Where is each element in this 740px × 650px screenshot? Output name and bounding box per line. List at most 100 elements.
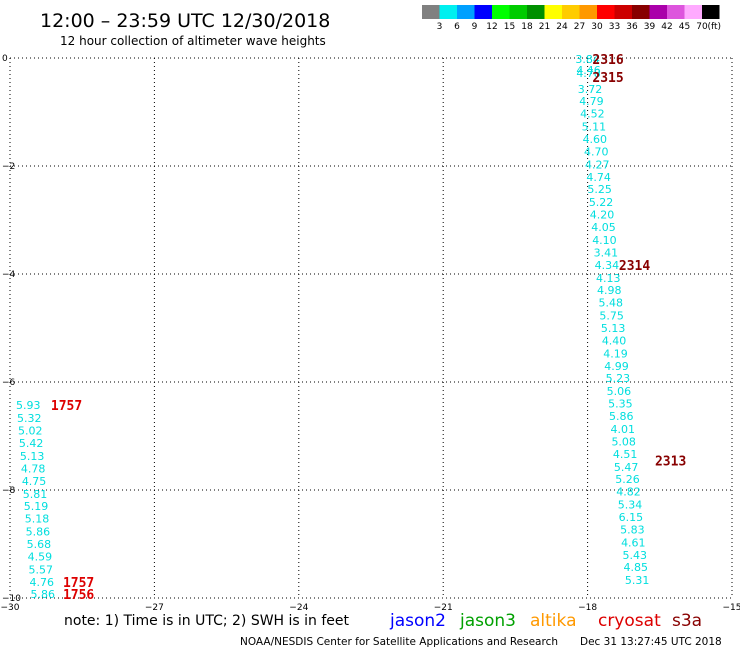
wave-height-label: 5.68: [27, 538, 52, 551]
wave-height-label: 5.19: [24, 500, 49, 513]
wave-height-label: 4.76: [30, 576, 55, 589]
wave-height-label: 4.19: [603, 347, 628, 360]
legend-label: 24: [556, 22, 568, 32]
wave-height-label: 5.32: [17, 412, 42, 425]
pass-time-label: 2315: [592, 71, 623, 86]
legend-swatch: [509, 5, 527, 19]
wave-height-label: 3.72: [578, 83, 603, 96]
wave-height-label: 4.74: [586, 171, 611, 184]
wave-height-label: 5.13: [601, 322, 626, 335]
legend-swatch: [597, 5, 615, 19]
wave-height-label: 5.13: [20, 450, 45, 463]
wave-height-label: 4.34: [595, 259, 620, 272]
wave-height-label: 5.42: [19, 437, 44, 450]
wave-height-label: 5.81: [23, 488, 48, 501]
legend-label: 21: [539, 22, 550, 32]
legend-label: 3: [437, 22, 443, 32]
legend-swatch: [579, 5, 597, 19]
wave-height-label: 4.46: [576, 64, 601, 77]
plot-grid: [9, 57, 733, 599]
wave-height-label: 5.25: [587, 183, 612, 196]
y-tick-label: −8: [2, 486, 16, 496]
y-tick-label: 0: [2, 54, 8, 64]
wave-height-values: 3.844.464.783.724.794.525.114.604.704.27…: [16, 53, 649, 601]
legend-swatch: [527, 5, 545, 19]
legend-swatch: [492, 5, 510, 19]
wave-height-label: 4.05: [591, 221, 616, 234]
legend-label: 15: [504, 22, 515, 32]
footer-credit: NOAA/NESDIS Center for Satellite Applica…: [240, 636, 558, 648]
wave-height-label: 5.02: [18, 425, 43, 438]
legend-label: 33: [609, 22, 620, 32]
pass-time-label: 2313: [655, 454, 686, 469]
wave-height-label: 4.60: [583, 133, 608, 146]
wave-height-label: 5.47: [614, 461, 639, 474]
wave-height-label: 4.98: [597, 284, 622, 297]
wave-height-label: 4.52: [580, 108, 605, 121]
legend-swatch: [667, 5, 685, 19]
wave-height-label: 4.70: [584, 145, 609, 158]
legend-swatch: [457, 5, 475, 19]
wave-height-label: 5.93: [16, 399, 41, 412]
legend-swatch: [562, 5, 580, 19]
pass-time-label: 1757: [51, 399, 82, 414]
legend-swatch: [474, 5, 492, 19]
pass-time-label: 2316: [592, 53, 623, 68]
axis-ticks: −30 −27 −24 −21 −18 −15 0 −2 −4 −6 −8 −10: [1, 54, 740, 613]
wave-height-label: 4.79: [579, 95, 604, 108]
wave-height-label: 3.41: [594, 246, 619, 259]
wave-height-label: 4.27: [585, 158, 610, 171]
legend-label: 27: [574, 22, 585, 32]
color-legend: 3 6 9 12 15 18 21 24 27 30 33 36 39 42 45 70 (ft): [422, 5, 721, 32]
x-tick-label: −21: [434, 603, 453, 613]
wave-height-label: 5.57: [29, 563, 54, 576]
satellite-s3a-label: s3a: [672, 611, 702, 631]
satellite-legend: jason2 jason3 altika cryosat s3a: [389, 611, 702, 631]
note-text: note: 1) Time is in UTC; 2) SWH is in fe…: [64, 613, 350, 629]
legend-label: 12: [486, 22, 497, 32]
satellite-jason3-label: jason3: [459, 611, 516, 631]
y-tick-label: −4: [2, 270, 16, 280]
wave-height-label: 4.78: [576, 67, 601, 80]
legend-label: 39: [644, 22, 656, 32]
wave-height-label: 5.23: [606, 372, 631, 385]
wave-height-label: 5.43: [623, 549, 648, 562]
wave-height-label: 5.08: [611, 435, 636, 448]
wave-height-label: 5.83: [620, 523, 645, 536]
wave-height-label: 4.20: [590, 209, 615, 222]
legend-label: 9: [472, 22, 478, 32]
legend-label: 42: [661, 22, 672, 32]
legend-swatch: [702, 5, 720, 19]
pass-time-label: 2314: [619, 259, 650, 274]
legend-label: 45: [679, 22, 690, 32]
wave-height-label: 5.06: [607, 385, 632, 398]
satellite-altika-label: altika: [530, 611, 577, 631]
wave-height-label: 5.35: [608, 398, 633, 411]
wave-height-label: 4.82: [616, 486, 641, 499]
wave-height-label: 5.75: [599, 310, 624, 323]
wave-height-label: 5.86: [609, 410, 634, 423]
legend-swatch: [684, 5, 702, 19]
wave-height-label: 4.85: [623, 561, 648, 574]
legend-label: 18: [521, 22, 533, 32]
wave-height-label: 4.61: [621, 536, 646, 549]
x-tick-label: −27: [145, 603, 164, 613]
chart-title: 12:00 – 23:59 UTC 12/30/2018: [40, 10, 330, 32]
wave-height-label: 5.34: [618, 499, 643, 512]
y-tick-label: −10: [2, 594, 21, 604]
x-tick-label: −30: [1, 603, 20, 613]
wave-height-label: 4.78: [21, 462, 46, 475]
wave-height-label: 4.99: [604, 360, 629, 373]
legend-unit: (ft): [708, 22, 722, 32]
satellite-cryosat-label: cryosat: [598, 611, 661, 631]
satellite-jason2-label: jason2: [389, 611, 446, 631]
legend-label: 36: [626, 22, 638, 32]
wave-height-label: 4.13: [596, 272, 621, 285]
wave-height-label: 4.10: [592, 234, 617, 247]
wave-height-label: 4.40: [602, 334, 627, 347]
wave-height-label: 4.75: [22, 475, 47, 488]
footer-timestamp: Dec 31 13:27:45 UTC 2018: [580, 636, 722, 648]
wave-height-label: 5.22: [589, 196, 614, 209]
